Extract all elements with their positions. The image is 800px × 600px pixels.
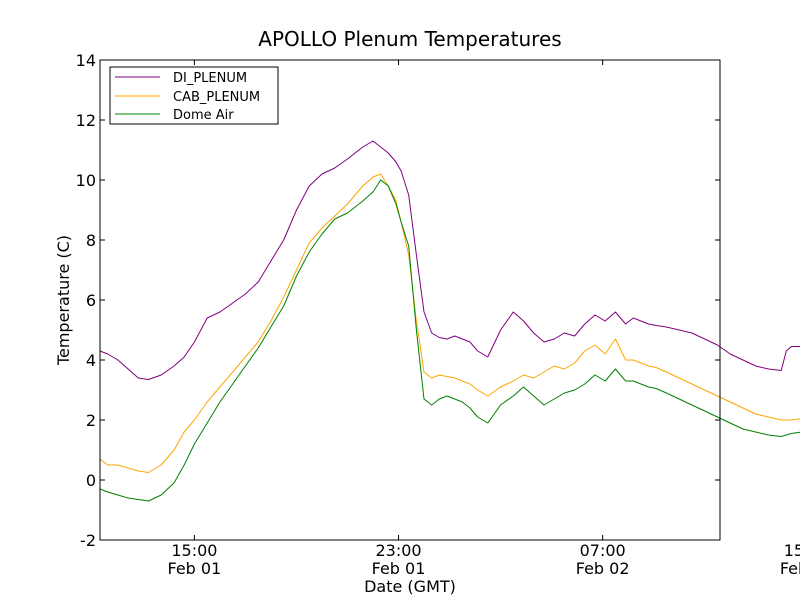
legend-label-cab-plenum: CAB_PLENUM — [173, 90, 260, 105]
series-line-di-plenum — [99, 140, 800, 380]
y-tick-label: 12 — [76, 111, 96, 130]
y-tick-label: -2 — [80, 531, 96, 550]
y-tick-label: 10 — [76, 171, 96, 190]
x-tick-time-label: 23:00 — [375, 541, 421, 560]
series-lines — [99, 140, 800, 502]
legend-label-dome-air: Dome Air — [173, 108, 234, 123]
chart-title: APOLLO Plenum Temperatures — [258, 27, 561, 51]
x-tick-date-label: Feb 01 — [372, 559, 426, 578]
x-tick-time-label: 15:00 — [171, 541, 217, 560]
x-tick-time-label: 07:00 — [580, 541, 626, 560]
x-axis-label: Date (GMT) — [364, 577, 456, 596]
y-axis-ticks: -2 0 2 4 6 8 10 12 14 — [76, 51, 720, 550]
y-axis-label: Temperature (C) — [54, 235, 73, 366]
x-tick-time-label: 15:00 — [784, 541, 800, 560]
y-tick-label: 6 — [86, 291, 96, 310]
y-tick-label: 4 — [86, 351, 96, 370]
y-tick-label: 14 — [76, 51, 96, 70]
x-tick-date-label: Feb 01 — [168, 559, 222, 578]
legend-label-di-plenum: DI_PLENUM — [173, 71, 247, 86]
series-line-cab-plenum — [99, 173, 800, 473]
legend: DI_PLENUM CAB_PLENUM Dome Air — [109, 66, 279, 125]
x-tick-date-label: Feb 02 — [576, 559, 630, 578]
y-tick-label: 2 — [86, 411, 96, 430]
y-tick-label: 8 — [86, 231, 96, 250]
series-line-dome-air — [99, 179, 800, 502]
y-tick-label: 0 — [86, 471, 96, 490]
x-tick-date-label: Feb 02 — [780, 559, 800, 578]
